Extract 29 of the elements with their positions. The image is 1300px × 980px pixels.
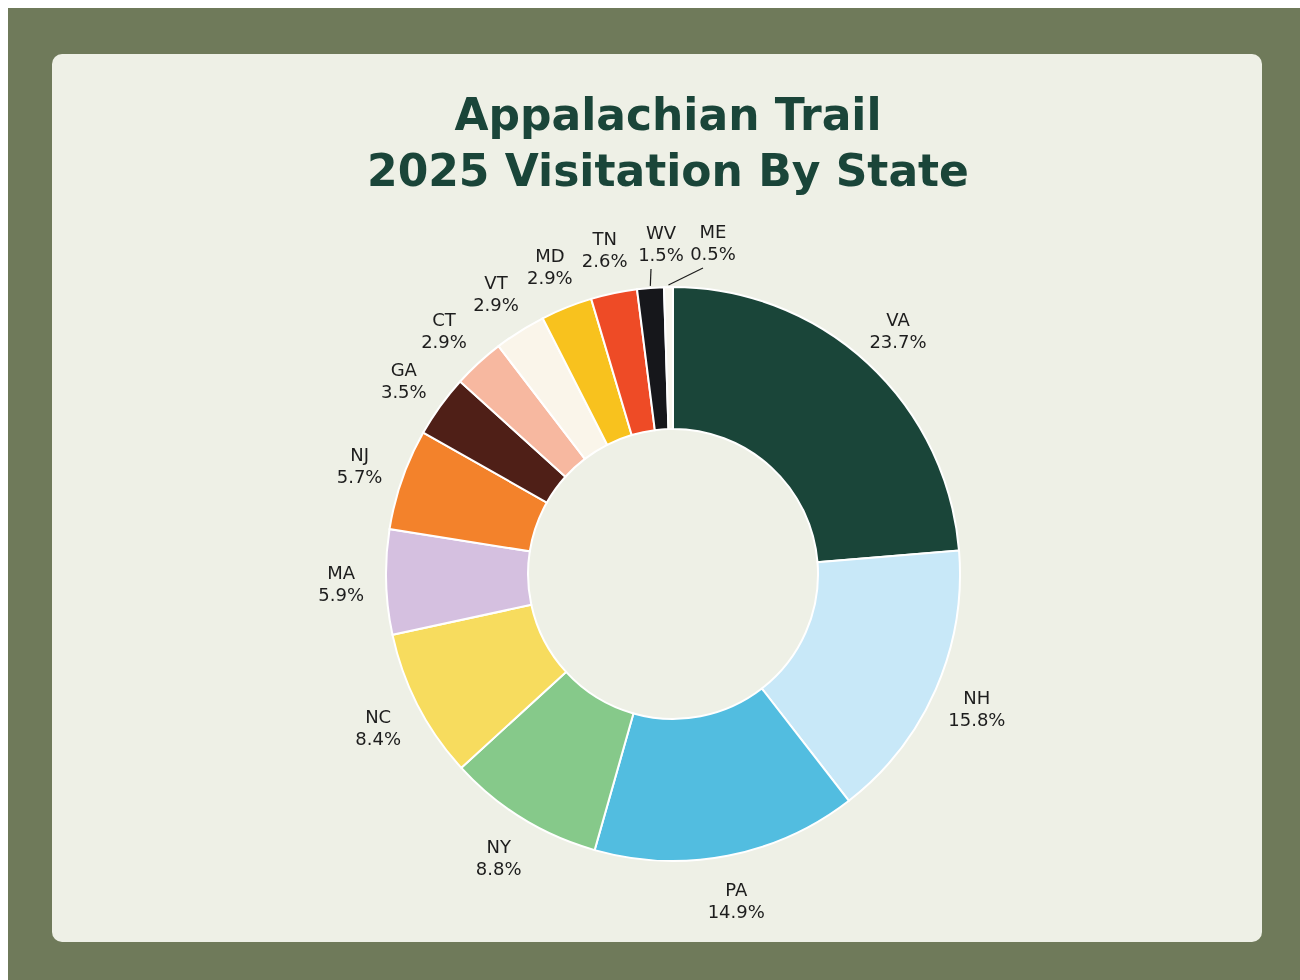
- data-label: 2.9%: [526, 266, 573, 288]
- slice-label: NC: [365, 705, 392, 727]
- data-label: 1.5%: [638, 244, 684, 266]
- data-label: 2.9%: [473, 294, 519, 316]
- data-label: 15.8%: [948, 708, 1006, 730]
- data-label: 8.8%: [475, 857, 522, 879]
- slice-label: VT: [484, 272, 509, 294]
- slice-label: PA: [725, 878, 748, 900]
- slice-label: TN: [591, 228, 617, 250]
- slice-label: MA: [327, 562, 356, 584]
- data-label: 23.7%: [869, 330, 927, 352]
- slice-label: GA: [390, 358, 418, 380]
- data-label: 14.9%: [707, 900, 765, 922]
- slice-label: MD: [535, 244, 565, 266]
- data-label: 5.7%: [336, 465, 383, 487]
- data-label: 8.4%: [355, 727, 402, 749]
- slice-label: NJ: [350, 443, 369, 465]
- data-label: 2.6%: [581, 250, 628, 272]
- slice-label: CT: [432, 308, 457, 330]
- data-label: 5.9%: [318, 584, 364, 606]
- data-label: 0.5%: [690, 243, 736, 265]
- slice-label: VA: [886, 308, 911, 330]
- data-label: 2.9%: [421, 330, 467, 352]
- slice-label: WV: [645, 222, 677, 244]
- slice-label: NY: [486, 835, 512, 857]
- chart-title: Appalachian Trail 2025 Visitation By State: [367, 89, 969, 196]
- slice-label: NH: [963, 686, 991, 708]
- data-label: 3.5%: [380, 380, 427, 402]
- slice-label: ME: [699, 221, 727, 243]
